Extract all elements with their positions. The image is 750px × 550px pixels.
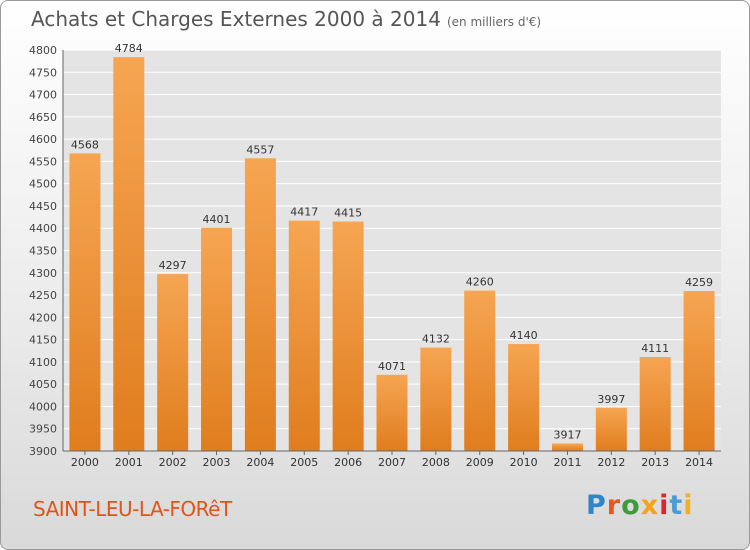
data-label: 3997: [597, 393, 625, 406]
y-tick-label: 4050: [29, 378, 57, 391]
y-tick-label: 4300: [29, 267, 57, 280]
x-tick-label: 2007: [378, 456, 406, 469]
chart-subtitle: (en milliers d'€): [446, 15, 542, 29]
x-tick-label: 2013: [641, 456, 669, 469]
axes-group: 3900 3950 4000 4050 4100 4150 4200 4250 4300 4350…: [29, 44, 721, 469]
x-tick-label: 2006: [334, 456, 362, 469]
data-label: 4568: [71, 138, 99, 151]
y-tick-label: 4800: [29, 44, 57, 57]
bar: [113, 57, 145, 452]
bar: [595, 407, 627, 451]
bar: [508, 344, 540, 451]
data-label: 4071: [378, 360, 406, 373]
bar: [639, 356, 671, 451]
data-label: 4111: [641, 342, 669, 355]
y-tick-label: 3950: [29, 423, 57, 436]
proxiti-logo: Proxiti: [586, 490, 694, 521]
y-tick-label: 4650: [29, 111, 57, 124]
y-tick-label: 4750: [29, 66, 57, 79]
data-label: 4132: [422, 333, 450, 346]
y-tick-label: 4450: [29, 200, 57, 213]
chart-title: Achats et Charges Externes 2000 à 2014 (e…: [31, 7, 541, 31]
x-tick-label: 2009: [466, 456, 494, 469]
bar: [420, 347, 452, 451]
y-tick-label: 4600: [29, 133, 57, 146]
y-tick-label: 4700: [29, 89, 57, 102]
y-tick-label: 4100: [29, 356, 57, 369]
x-tick-label: 2001: [115, 456, 143, 469]
logo-letter: P: [586, 490, 607, 521]
data-label: 4557: [246, 143, 274, 156]
x-tick-label: 2002: [159, 456, 187, 469]
x-tick-label: 2005: [290, 456, 318, 469]
data-label: 4259: [685, 276, 713, 289]
logo-letter: r: [606, 490, 622, 521]
logo-letter: o: [621, 490, 641, 521]
data-label: 4401: [203, 213, 231, 226]
bar: [464, 290, 496, 451]
y-tick-label: 4200: [29, 311, 57, 324]
data-label: 4784: [115, 42, 143, 55]
logo-letter: t: [669, 490, 684, 521]
city-name: SAINT-LEU-LA-FORêT: [33, 497, 232, 521]
bar: [201, 227, 233, 451]
x-tick-label: 2011: [553, 456, 581, 469]
bar: [244, 158, 276, 451]
logo-letter: i: [683, 490, 694, 521]
y-tick-label: 3900: [29, 445, 57, 458]
y-tick-label: 4350: [29, 245, 57, 258]
bars-group: 4568 4784 4297 4401 4557 4417 4415 4071 4132 4260…: [69, 42, 715, 452]
data-label: 3917: [553, 428, 581, 441]
bar: [288, 220, 320, 451]
x-tick-label: 2008: [422, 456, 450, 469]
data-label: 4417: [290, 206, 318, 219]
y-tick-label: 4500: [29, 178, 57, 191]
data-label: 4297: [159, 259, 187, 272]
bar: [376, 374, 408, 451]
bar: [157, 274, 189, 451]
bar: [683, 291, 715, 451]
x-tick-label: 2003: [203, 456, 231, 469]
y-tick-label: 4250: [29, 289, 57, 302]
bar: [551, 443, 583, 451]
bar: [332, 221, 364, 451]
y-tick-label: 4550: [29, 155, 57, 168]
x-tick-label: 2010: [510, 456, 538, 469]
logo-letter: x: [640, 490, 660, 521]
y-tick-label: 4150: [29, 334, 57, 347]
data-label: 4415: [334, 207, 362, 220]
x-tick-label: 2004: [246, 456, 274, 469]
bar: [69, 153, 101, 451]
x-tick-label: 2014: [685, 456, 713, 469]
logo-letter: i: [659, 490, 670, 521]
x-tick-label: 2000: [71, 456, 99, 469]
data-label: 4140: [510, 329, 538, 342]
y-tick-label: 4400: [29, 222, 57, 235]
y-tick-label: 4000: [29, 400, 57, 413]
x-tick-label: 2012: [597, 456, 625, 469]
chart-title-text: Achats et Charges Externes 2000 à 2014: [31, 7, 441, 31]
data-label: 4260: [466, 276, 494, 289]
